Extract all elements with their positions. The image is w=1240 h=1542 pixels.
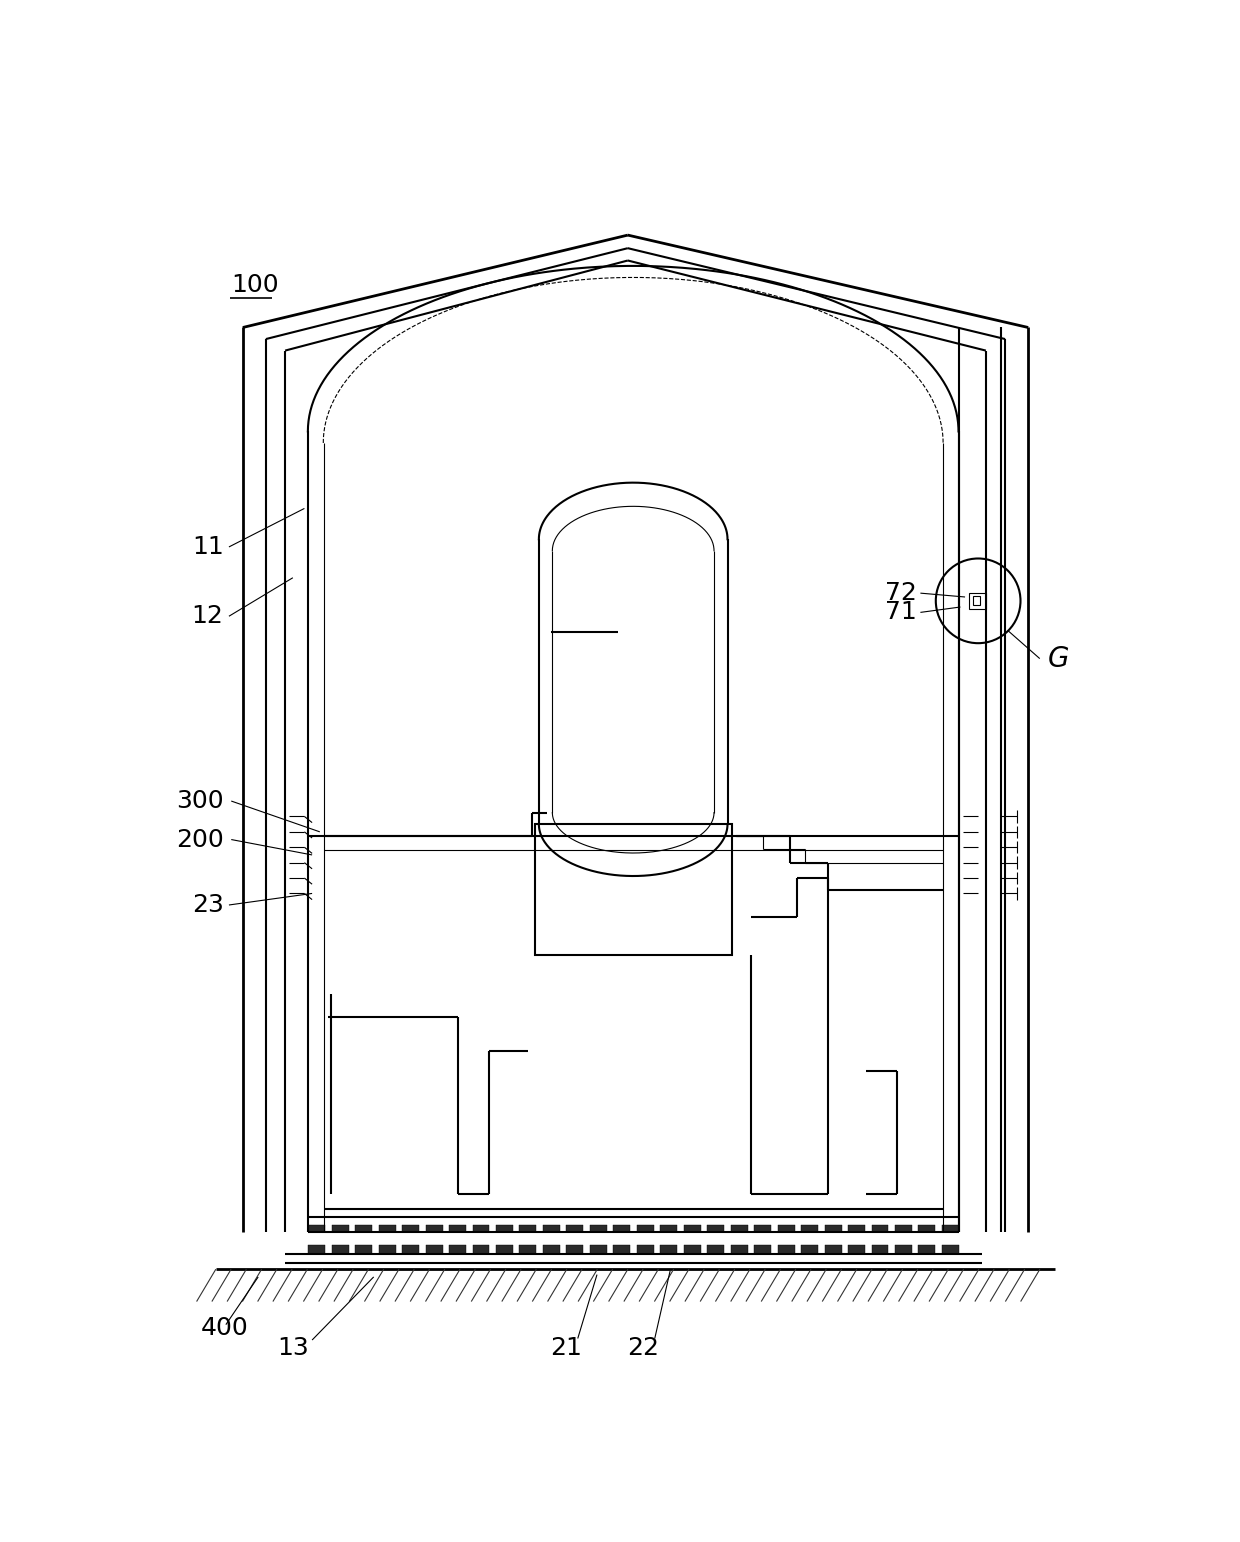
Bar [848,1224,866,1232]
Bar [661,1244,677,1254]
Bar [543,1244,560,1254]
Bar [590,1244,606,1254]
Bar [332,1224,348,1232]
Bar [848,1244,866,1254]
Text: 12: 12 [192,604,223,628]
Bar [777,1224,795,1232]
Text: 23: 23 [192,893,223,917]
Bar [496,1224,513,1232]
Bar [872,1224,889,1232]
Bar [472,1224,490,1232]
Bar [777,1244,795,1254]
Bar [895,1244,911,1254]
Bar [355,1244,372,1254]
Bar [895,1224,911,1232]
Bar [309,1244,325,1254]
Text: 100: 100 [231,273,279,298]
Bar [425,1224,443,1232]
Bar [449,1224,466,1232]
Bar [825,1224,842,1232]
Bar [520,1224,537,1232]
Text: 200: 200 [176,828,223,851]
Bar [730,1244,748,1254]
Bar [637,1224,653,1232]
Bar [919,1224,935,1232]
Bar [661,1224,677,1232]
Bar [425,1244,443,1254]
Text: 21: 21 [551,1335,582,1360]
Text: 300: 300 [176,790,223,813]
Bar [472,1244,490,1254]
Bar [637,1244,653,1254]
Bar [919,1244,935,1254]
Text: 71: 71 [885,600,916,625]
Bar [402,1244,419,1254]
Bar [730,1224,748,1232]
Bar [520,1244,537,1254]
Bar [942,1224,959,1232]
Bar [536,823,732,954]
Text: 13: 13 [277,1335,309,1360]
Bar [567,1244,583,1254]
Bar [707,1244,724,1254]
Bar [332,1244,348,1254]
Bar [309,1224,325,1232]
Bar [972,597,981,606]
Bar [683,1224,701,1232]
Bar [449,1244,466,1254]
Bar [402,1224,419,1232]
Bar [872,1244,889,1254]
Text: G: G [1048,645,1069,672]
Bar [683,1244,701,1254]
Text: 22: 22 [627,1335,660,1360]
Bar [590,1224,606,1232]
Bar [942,1244,959,1254]
Bar [754,1224,771,1232]
Bar [496,1244,513,1254]
Bar [968,594,986,609]
Bar [801,1224,818,1232]
Bar [754,1244,771,1254]
Bar [614,1224,630,1232]
Text: 400: 400 [201,1317,248,1340]
Bar [567,1224,583,1232]
Bar [378,1244,396,1254]
Bar [801,1244,818,1254]
Text: 11: 11 [192,535,223,558]
Bar [543,1224,560,1232]
Text: 72: 72 [884,581,916,604]
Bar [378,1224,396,1232]
Bar [825,1244,842,1254]
Bar [614,1244,630,1254]
Bar [707,1224,724,1232]
Bar [355,1224,372,1232]
